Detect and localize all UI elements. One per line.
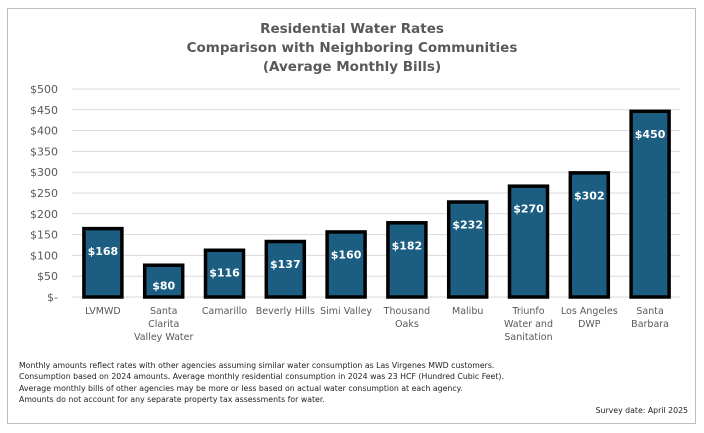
y-tick-label: $200 <box>30 208 58 221</box>
y-tick-label: $300 <box>30 166 58 179</box>
x-tick-label-line: Barbara <box>631 319 669 330</box>
x-tick-label-line: Los Angeles <box>561 306 618 317</box>
x-tick-label: Santa Barbara <box>631 306 669 330</box>
footnote-3: Average monthly bills of other agencies … <box>19 383 463 393</box>
footnote-4: Amounts do not account for any separate … <box>19 394 325 404</box>
y-tick-label: $100 <box>30 249 58 262</box>
data-label: $80 <box>152 279 175 292</box>
chart-title-line-1: Residential Water Rates <box>260 21 444 37</box>
bar <box>446 200 489 299</box>
chart-title-line-2: Comparison with Neighboring Communities <box>186 40 518 56</box>
bar <box>203 248 246 299</box>
x-tick-label: Los Angeles DWP <box>561 306 618 330</box>
x-tick-label-line: Malibu <box>452 306 483 317</box>
y-tick-label: $500 <box>30 83 58 96</box>
survey-date: Survey date: April 2025 <box>595 406 688 415</box>
x-tick-label-line: Sanitation <box>504 332 552 343</box>
data-label: $270 <box>513 203 544 216</box>
y-tick-label: $400 <box>30 125 58 138</box>
data-label: $137 <box>270 258 301 271</box>
chart-title-line-3: (Average Monthly Bills) <box>262 59 442 75</box>
x-tick-label: Triunfo Water and Sanitation <box>504 306 553 343</box>
bar <box>507 184 550 299</box>
x-tick-label-line: Triunfo <box>511 306 544 317</box>
x-tick-label-line: Clarita <box>148 319 179 330</box>
data-label: $168 <box>88 245 119 258</box>
bar <box>629 109 671 299</box>
y-tick-label: $150 <box>30 229 58 242</box>
x-tick-label: Malibu <box>452 306 483 317</box>
bar <box>386 221 428 299</box>
footnote-1: Monthly amounts reflect rates with other… <box>19 361 495 370</box>
x-tick-label: Camarillo <box>202 306 247 317</box>
chart-title: Residential Water Rates Comparison with … <box>0 20 704 77</box>
bar <box>568 171 611 299</box>
bar <box>264 239 307 299</box>
x-tick-label: Beverly Hills <box>256 306 315 317</box>
x-tick-label: LVMWD <box>85 306 121 317</box>
y-tick-label: $450 <box>30 104 58 117</box>
x-tick-label-line: Santa <box>150 306 177 317</box>
x-tick-label-line: Simi Valley <box>320 306 372 317</box>
x-tick-label-line: Oaks <box>395 319 419 330</box>
bar <box>82 226 124 299</box>
x-tick-label-line: Santa <box>636 306 663 317</box>
x-tick-label-line: Water and <box>504 319 553 330</box>
bar <box>325 230 367 299</box>
x-tick-label-line: Beverly Hills <box>256 306 315 317</box>
bar <box>142 263 185 299</box>
x-tick-label-line: Valley Water <box>134 332 194 343</box>
y-tick-label: $350 <box>30 145 58 158</box>
x-tick-label: Santa Clarita Valley Water <box>134 306 194 343</box>
x-tick-label-line: Thousand <box>383 306 430 317</box>
data-label: $232 <box>452 218 483 231</box>
x-tick-label: Thousand Oaks <box>383 306 430 330</box>
data-label: $302 <box>574 189 605 202</box>
y-tick-label: $- <box>47 291 58 304</box>
x-tick-label-line: DWP <box>578 319 601 330</box>
y-tick-label: $250 <box>30 187 58 200</box>
data-label: $116 <box>209 267 240 280</box>
data-label: $182 <box>392 239 423 252</box>
data-label: $450 <box>635 128 666 141</box>
footnote-2: Consumption based on 2024 amounts. Avera… <box>19 372 504 382</box>
data-label: $160 <box>331 248 362 261</box>
x-tick-label: Simi Valley <box>320 306 372 317</box>
footnotes: Monthly amounts reflect rates with other… <box>19 360 504 405</box>
x-tick-label-line: LVMWD <box>85 306 121 317</box>
x-tick-label-line: Camarillo <box>202 306 247 317</box>
y-tick-label: $50 <box>37 270 58 283</box>
